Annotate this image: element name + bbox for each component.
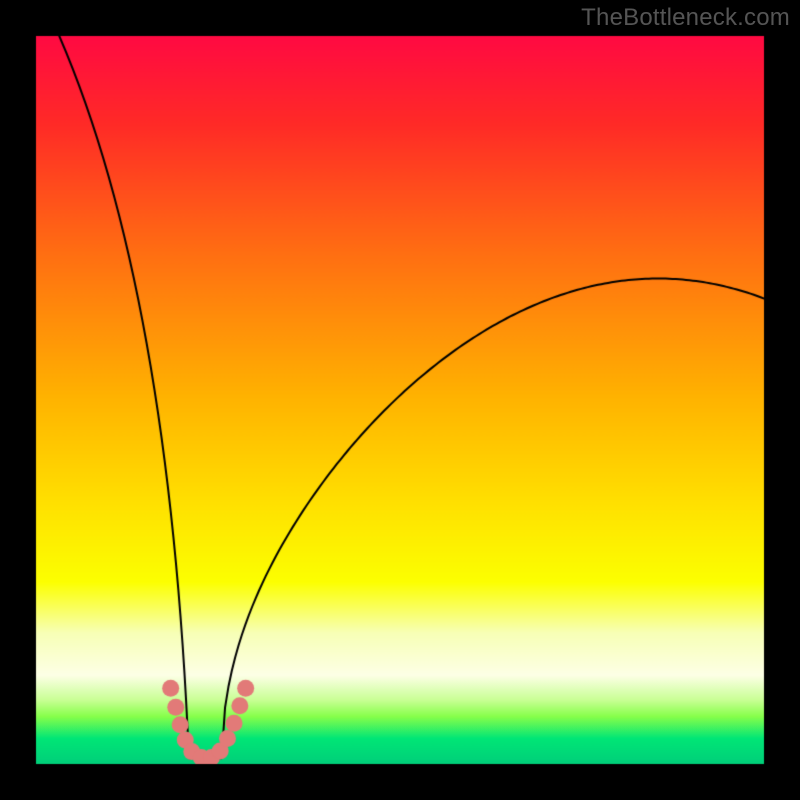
chart-stage: TheBottleneck.com (0, 0, 800, 800)
watermark-text: TheBottleneck.com (581, 4, 790, 32)
bottleneck-chart-canvas (0, 0, 800, 800)
